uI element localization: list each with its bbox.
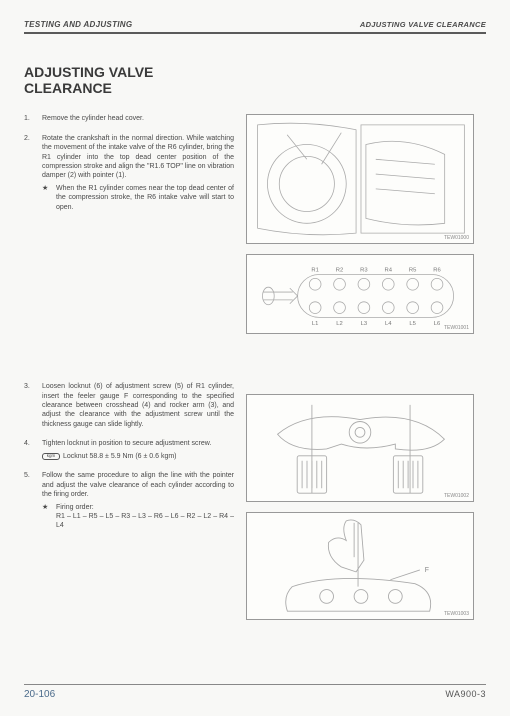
sub-text: When the R1 cylinder comes near the top … (56, 184, 234, 212)
svg-text:R4: R4 (385, 268, 393, 274)
figure-3-rocker-arm: TEW01002 (246, 394, 474, 502)
content-area: 1. Remove the cylinder head cover. 2. Ro… (24, 114, 486, 620)
spacer (246, 344, 474, 384)
text-column: 1. Remove the cylinder head cover. 2. Ro… (24, 114, 234, 620)
step-main-text: Follow the same procedure to align the l… (42, 472, 234, 498)
step-1: 1. Remove the cylinder head cover. (24, 114, 234, 123)
step-main-text: Tighten locknut in position to secure ad… (42, 440, 211, 447)
page-title: ADJUSTING VALVE CLEARANCE (24, 64, 486, 96)
torque-text: Locknut 58.8 ± 5.9 Nm (6 ± 0.6 kgm) (63, 452, 177, 461)
step-main-text: Rotate the crankshaft in the normal dire… (42, 135, 234, 180)
step-text: Remove the cylinder head cover. (42, 114, 234, 123)
svg-text:F: F (425, 567, 429, 574)
svg-text:R2: R2 (336, 268, 343, 274)
figure-id: TEW01001 (444, 325, 469, 331)
svg-text:R1: R1 (311, 268, 318, 274)
svg-text:R6: R6 (433, 268, 440, 274)
step-text: Tighten locknut in position to secure ad… (42, 439, 234, 461)
bullet-star: ★ (42, 184, 50, 212)
step-number: 4. (24, 439, 34, 461)
step-4: 4. Tighten locknut in position to secure… (24, 439, 234, 461)
page-header: TESTING AND ADJUSTING ADJUSTING VALVE CL… (24, 20, 486, 34)
page-footer: 20-106 WA900-3 (24, 684, 486, 700)
step-5: 5. Follow the same procedure to align th… (24, 471, 234, 531)
header-section-right: ADJUSTING VALVE CLEARANCE (360, 20, 486, 29)
step-number: 1. (24, 114, 34, 123)
svg-text:L2: L2 (336, 321, 343, 327)
cylinder-layout-svg: R1 L1 R2 L2 R3 L3 R4 L4 R5 L5 R6 L6 (247, 255, 473, 333)
torque-icon: kgm (42, 453, 60, 460)
sub-text: R1 – L1 – R5 – L5 – R3 – L3 – R6 – L6 – … (56, 513, 234, 529)
step-2: 2. Rotate the crankshaft in the normal d… (24, 134, 234, 213)
figure-id: TEW01000 (444, 235, 469, 241)
step-text: Loosen locknut (6) of adjustment screw (… (42, 382, 234, 429)
svg-text:L6: L6 (434, 321, 441, 327)
svg-text:L3: L3 (361, 321, 368, 327)
step-text: Rotate the crankshaft in the normal dire… (42, 134, 234, 213)
svg-text:R3: R3 (360, 268, 367, 274)
torque-spec: kgm Locknut 58.8 ± 5.9 Nm (6 ± 0.6 kgm) (42, 452, 234, 461)
hand-svg: F (247, 513, 473, 619)
figure-4-hand-adjust: F TEW01003 (246, 512, 474, 620)
svg-text:R5: R5 (409, 268, 416, 274)
sub-body: Firing order: R1 – L1 – R5 – L5 – R3 – L… (56, 503, 234, 531)
title-line-2: CLEARANCE (24, 80, 112, 96)
svg-text:L5: L5 (409, 321, 416, 327)
figure-1-damper: TEW01000 (246, 114, 474, 244)
step-sub: ★ When the R1 cylinder comes near the to… (42, 184, 234, 212)
bullet-star: ★ (42, 503, 50, 531)
rocker-svg (247, 395, 473, 501)
step-3: 3. Loosen locknut (6) of adjustment scre… (24, 382, 234, 429)
step-sub: ★ Firing order: R1 – L1 – R5 – L5 – R3 –… (42, 503, 234, 531)
svg-text:L4: L4 (385, 321, 392, 327)
step-number: 3. (24, 382, 34, 429)
figure-id: TEW01002 (444, 493, 469, 499)
damper-svg (247, 115, 473, 243)
model-number: WA900-3 (445, 689, 486, 700)
title-line-1: ADJUSTING VALVE (24, 64, 153, 80)
spacer (24, 222, 234, 382)
step-number: 2. (24, 134, 34, 213)
header-section-left: TESTING AND ADJUSTING (24, 20, 132, 29)
figure-id: TEW01003 (444, 611, 469, 617)
step-text: Follow the same procedure to align the l… (42, 471, 234, 531)
step-number: 5. (24, 471, 34, 531)
figure-2-cylinder-layout: R1 L1 R2 L2 R3 L3 R4 L4 R5 L5 R6 L6 TEW01001 (246, 254, 474, 334)
page-number: 20-106 (24, 689, 55, 700)
sub-label: Firing order: (56, 504, 94, 511)
svg-text:L1: L1 (312, 321, 319, 327)
figure-column: TEW01000 R1 L1 R2 L2 R3 L3 R4 L4 R5 L5 R6 L6 TEW010… (246, 114, 474, 620)
